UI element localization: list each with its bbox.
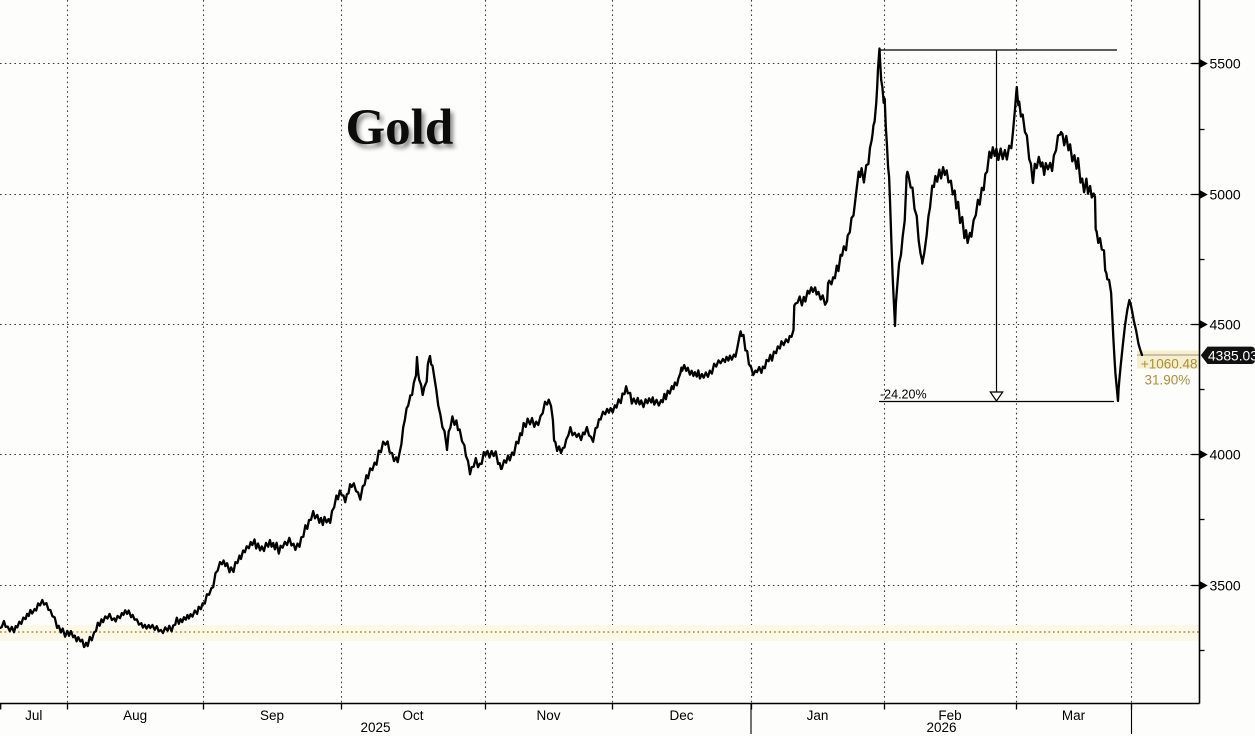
svg-text:3500: 3500 [1210,578,1241,594]
svg-text:Jan: Jan [807,708,829,723]
svg-text:Sep: Sep [260,708,284,723]
svg-text:Jul: Jul [25,708,42,723]
svg-text:Aug: Aug [123,708,147,723]
svg-text:+1060.48: +1060.48 [1141,357,1198,372]
svg-text:31.90%: 31.90% [1145,373,1191,388]
svg-text:2026: 2026 [926,720,956,735]
svg-text:Gold: Gold [346,100,454,156]
svg-text:4000: 4000 [1210,447,1241,463]
svg-text:4500: 4500 [1210,317,1241,333]
svg-text:-24.20%: -24.20% [880,388,927,402]
svg-text:Feb: Feb [938,708,961,723]
svg-text:5000: 5000 [1210,187,1241,203]
svg-text:Oct: Oct [402,708,423,723]
svg-text:Dec: Dec [669,708,693,723]
svg-text:Mar: Mar [1062,708,1086,723]
svg-text:2025: 2025 [360,720,390,735]
svg-text:5500: 5500 [1210,56,1241,72]
svg-text:4385.03: 4385.03 [1208,349,1255,364]
svg-text:Nov: Nov [536,708,560,723]
